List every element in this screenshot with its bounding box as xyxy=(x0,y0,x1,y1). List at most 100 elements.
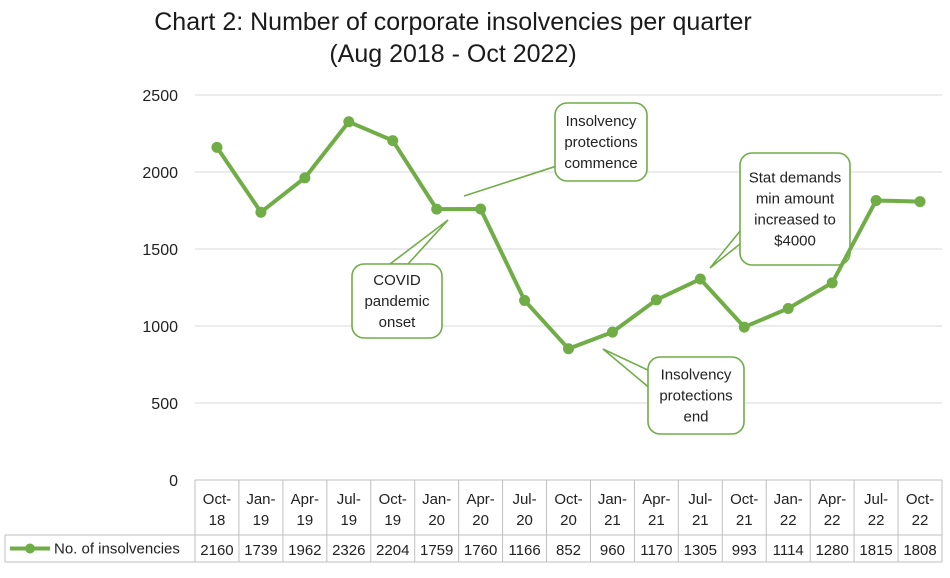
callout-text: COVID xyxy=(373,272,421,289)
x-tick-label: Jul- xyxy=(864,491,888,508)
x-tick-label: 21 xyxy=(648,512,665,529)
table-value: 1759 xyxy=(420,542,453,559)
callout-text: min amount xyxy=(756,191,835,208)
x-tick-label: Oct- xyxy=(379,491,407,508)
callout-box xyxy=(739,152,851,266)
table-value: 852 xyxy=(556,542,581,559)
data-point xyxy=(694,273,706,285)
data-point xyxy=(299,172,311,184)
y-axis-ticks: 0 500 1000 1500 2000 2500 xyxy=(142,88,178,490)
data-point xyxy=(914,196,926,208)
legend-marker xyxy=(25,543,35,554)
annotation-callout: Insolvency protections commence xyxy=(463,102,648,197)
x-tick-label: 22 xyxy=(824,512,841,529)
chart-title-line2: (Aug 2018 - Oct 2022) xyxy=(329,40,576,68)
callout-box xyxy=(554,102,648,182)
x-tick-label: Oct- xyxy=(906,491,934,508)
data-point xyxy=(563,343,574,355)
x-tick-label: Oct- xyxy=(730,491,758,508)
table-value: 960 xyxy=(600,542,625,559)
data-point xyxy=(826,277,838,289)
data-point xyxy=(475,203,487,215)
callout-pointer xyxy=(387,219,449,265)
y-tick-label: 1000 xyxy=(142,319,178,336)
x-tick-label: Jul- xyxy=(688,491,712,508)
data-point xyxy=(343,116,355,128)
x-tick-label: 20 xyxy=(516,512,533,529)
legend-label: No. of insolvencies xyxy=(54,541,180,558)
callout-text: Insolvency xyxy=(661,367,732,384)
data-point xyxy=(870,194,882,206)
chart-title-line1: Chart 2: Number of corporate insolvencie… xyxy=(154,8,752,36)
x-tick-label: Apr- xyxy=(291,491,319,508)
table-value: 1170 xyxy=(640,542,672,559)
data-point xyxy=(211,141,223,153)
x-tick-label: 19 xyxy=(340,512,357,529)
series-layer xyxy=(211,116,926,355)
x-tick-label: 22 xyxy=(912,512,929,529)
callout-text: end xyxy=(683,409,708,426)
callout-pointer xyxy=(602,348,653,392)
table-value: 1739 xyxy=(244,542,277,559)
data-point xyxy=(519,294,531,306)
x-tick-label: Jan- xyxy=(246,491,275,508)
x-tick-label: Jan- xyxy=(598,491,627,508)
callout-text: protections xyxy=(564,134,637,151)
table-value: 2160 xyxy=(200,542,233,559)
x-tick-label: 19 xyxy=(297,512,314,529)
y-tick-label: 2000 xyxy=(142,165,178,182)
table-value: 1166 xyxy=(508,542,540,559)
x-tick-label: Jan- xyxy=(774,491,803,508)
data-point xyxy=(255,206,267,218)
table-value: 993 xyxy=(732,542,757,559)
y-tick-label: 0 xyxy=(169,473,178,490)
x-tick-label: Oct- xyxy=(203,491,231,508)
data-point xyxy=(782,302,794,314)
table-value: 1280 xyxy=(815,542,848,559)
x-tick-label: Apr- xyxy=(642,491,670,508)
annotation-callout: COVID pandemic onset xyxy=(351,219,449,339)
callout-text: pandemic xyxy=(364,293,430,310)
x-tick-label: Apr- xyxy=(818,491,846,508)
callout-text: increased to xyxy=(754,212,836,229)
x-tick-label: 20 xyxy=(560,512,577,529)
table-value: 1815 xyxy=(859,542,892,559)
y-tick-label: 1500 xyxy=(142,242,178,259)
table-value: 1305 xyxy=(684,542,717,559)
x-tick-label: 22 xyxy=(780,512,797,529)
data-table: Oct- 18 2160 Jan- 19 1739 Apr- 19 1962 Jul- 19 2326… xyxy=(4,479,943,563)
callout-text: onset xyxy=(379,314,417,331)
x-tick-label: 21 xyxy=(736,512,753,529)
table-value: 1962 xyxy=(288,542,321,559)
table-value: 2204 xyxy=(376,542,409,559)
y-tick-label: 2500 xyxy=(142,88,178,105)
callout-text: $4000 xyxy=(774,233,816,250)
x-tick-label: 20 xyxy=(428,512,445,529)
annotation-callout: Stat demands min amount increased to $4000 xyxy=(709,152,851,269)
x-tick-label: Jul- xyxy=(337,491,361,508)
data-point xyxy=(387,135,399,147)
annotation-callout: Insolvency protections end xyxy=(602,348,745,435)
table-value: 1760 xyxy=(464,542,497,559)
y-tick-label: 500 xyxy=(151,396,178,413)
callout-text: commence xyxy=(564,155,637,172)
x-tick-label: 19 xyxy=(253,512,270,529)
callout-text: Stat demands xyxy=(749,170,842,187)
x-tick-label: Jan- xyxy=(422,491,451,508)
x-tick-label: 21 xyxy=(692,512,709,529)
annotations: Insolvency protections commence COVID pandem… xyxy=(351,102,851,435)
data-point xyxy=(650,294,662,306)
table-value: 2326 xyxy=(332,542,365,559)
table-value: 1808 xyxy=(903,542,936,559)
x-tick-label: 22 xyxy=(868,512,885,529)
callout-text: protections xyxy=(659,388,732,405)
data-point xyxy=(606,326,618,338)
data-point xyxy=(738,321,750,333)
callout-box xyxy=(351,263,443,339)
x-tick-label: 19 xyxy=(384,512,401,529)
x-tick-label: Oct- xyxy=(554,491,582,508)
table-value: 1114 xyxy=(773,542,804,559)
data-point xyxy=(431,203,443,215)
